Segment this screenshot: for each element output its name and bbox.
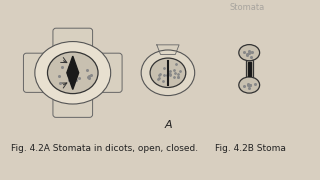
Ellipse shape — [150, 58, 186, 87]
Ellipse shape — [47, 52, 98, 94]
Ellipse shape — [239, 45, 260, 61]
FancyBboxPatch shape — [53, 95, 92, 117]
Polygon shape — [157, 45, 179, 54]
Text: Fig. 4.2B Stoma: Fig. 4.2B Stoma — [214, 144, 285, 153]
Polygon shape — [248, 62, 251, 76]
Ellipse shape — [35, 42, 111, 104]
Ellipse shape — [239, 77, 260, 93]
FancyBboxPatch shape — [23, 53, 48, 92]
Ellipse shape — [141, 50, 195, 96]
Text: A: A — [164, 120, 172, 130]
Polygon shape — [245, 60, 253, 78]
FancyBboxPatch shape — [53, 28, 92, 51]
FancyBboxPatch shape — [98, 53, 122, 92]
Text: Stomata: Stomata — [229, 3, 265, 12]
Text: Fig. 4.2A Stomata in dicots, open, closed.: Fig. 4.2A Stomata in dicots, open, close… — [11, 144, 198, 153]
Polygon shape — [67, 56, 79, 89]
